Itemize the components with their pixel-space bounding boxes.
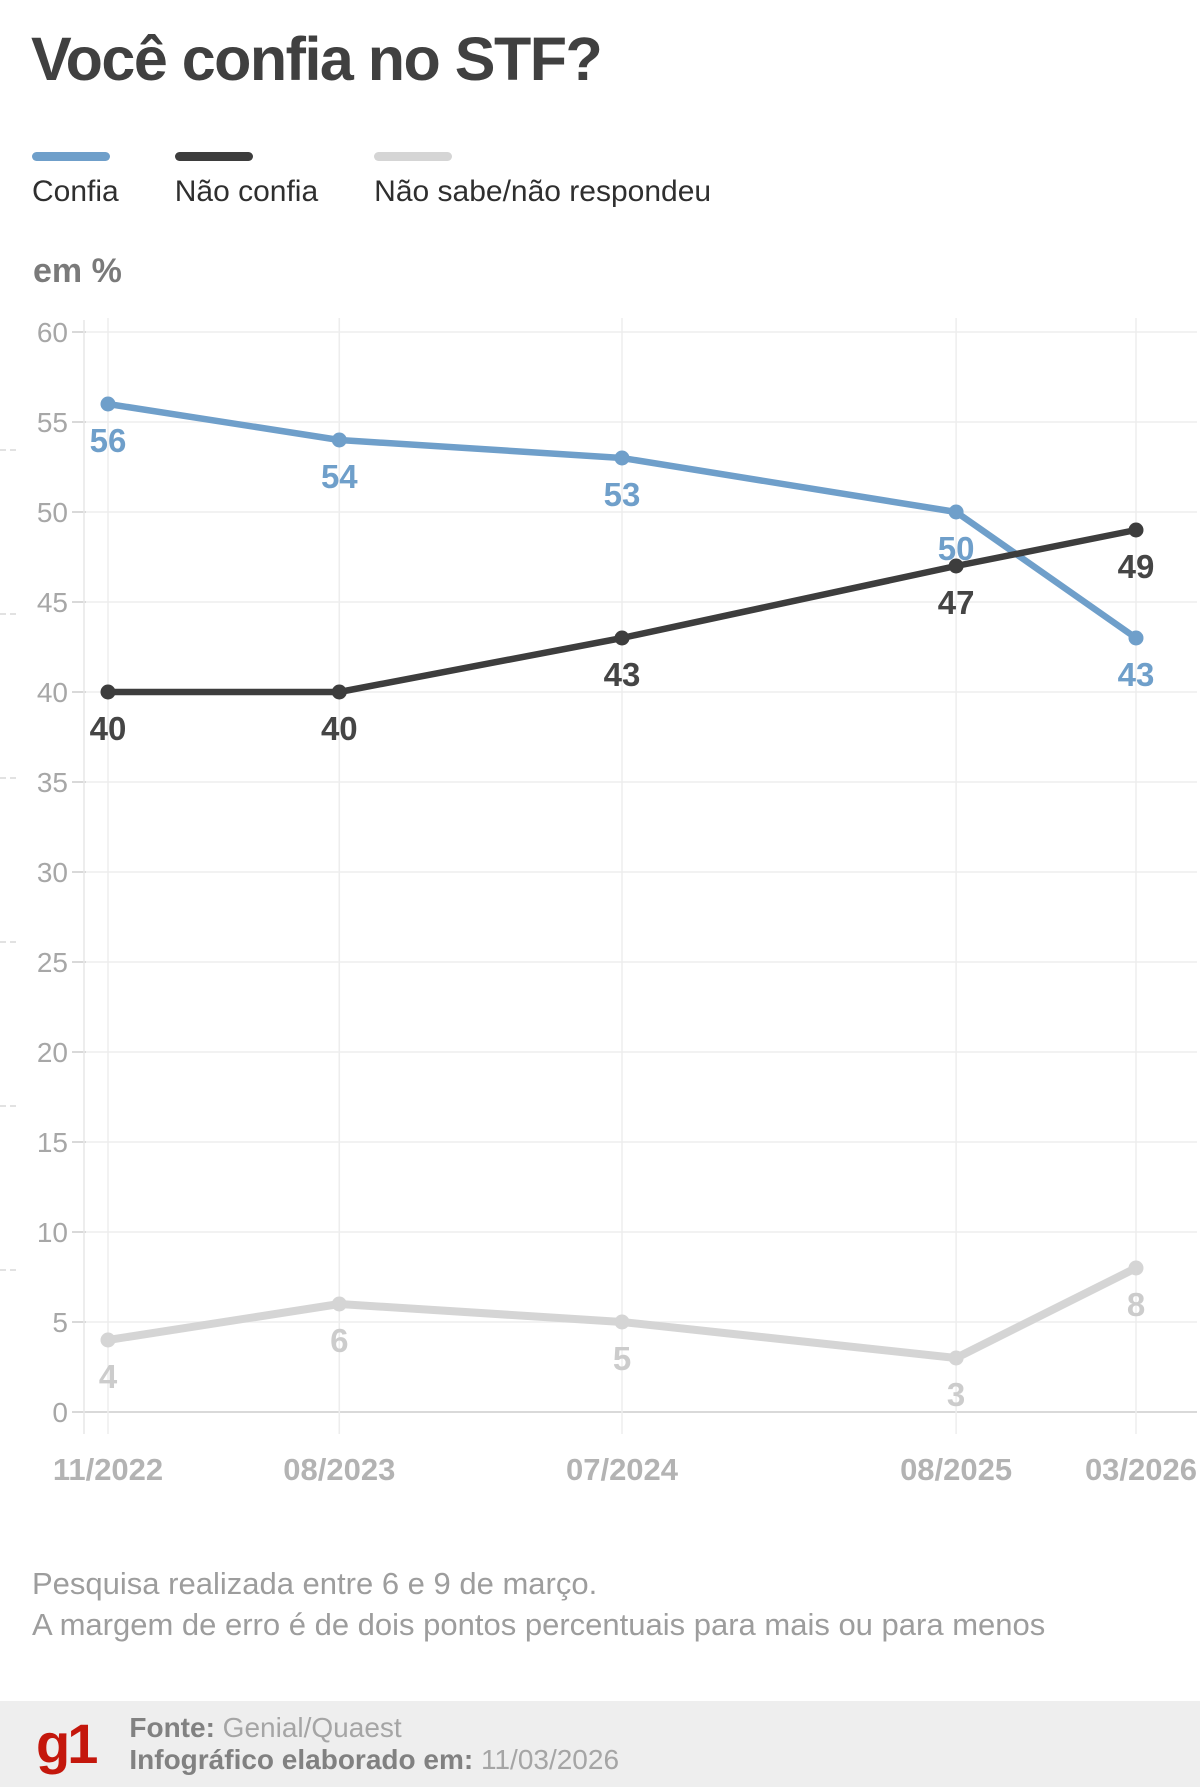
data-point [100, 684, 116, 700]
legend-label: Não sabe/não respondeu [374, 175, 712, 208]
data-label: 47 [938, 584, 975, 621]
made-date: 11/03/2026 [480, 1744, 620, 1775]
data-label: 3 [947, 1376, 965, 1413]
data-point [1128, 630, 1144, 646]
y-tick-label: 40 [37, 677, 68, 708]
x-axis-label: 07/2024 [566, 1452, 679, 1487]
footnotes: Pesquisa realizada entre 6 e 9 de março.… [32, 1563, 1045, 1645]
y-tick-label: 0 [52, 1397, 68, 1428]
x-axis-label: 08/2025 [900, 1452, 1012, 1487]
y-tick-label: 20 [37, 1037, 68, 1068]
y-tick-label: 15 [37, 1127, 68, 1158]
chart-legend: Confia Não confia Não sabe/não respondeu [32, 152, 711, 209]
legend-label: Não confia [174, 175, 319, 208]
legend-label: Confia [32, 175, 119, 208]
data-point [614, 1314, 630, 1330]
x-axis-label: 08/2023 [283, 1452, 395, 1487]
data-label: 56 [90, 422, 127, 459]
y-tick-label: 25 [37, 947, 68, 978]
data-point [614, 450, 630, 466]
data-point [614, 630, 630, 646]
data-point [100, 396, 116, 412]
y-tick-label: 60 [37, 317, 68, 348]
data-label: 43 [1118, 656, 1155, 693]
legend-swatch-nao-sabe [374, 152, 453, 161]
y-tick-label: 35 [37, 767, 68, 798]
data-label: 40 [90, 710, 127, 747]
legend-item-nao-confia: Não confia [174, 152, 319, 209]
data-label: 6 [330, 1322, 348, 1359]
source-label: Fonte: [129, 1712, 215, 1743]
footnote-line: A margem de erro é de dois pontos percen… [32, 1607, 1046, 1642]
x-axis-label: 03/2026 [1085, 1452, 1197, 1487]
data-point [331, 432, 347, 448]
data-point [948, 558, 964, 574]
y-tick-label: 10 [37, 1217, 68, 1248]
data-label: 8 [1127, 1286, 1145, 1323]
data-point [100, 1332, 116, 1348]
legend-item-nao-sabe: Não sabe/não respondeu [374, 152, 711, 209]
data-label: 40 [321, 710, 358, 747]
data-label: 54 [321, 458, 358, 495]
legend-swatch-confia [32, 152, 110, 161]
footnote-line: Pesquisa realizada entre 6 e 9 de março. [32, 1566, 598, 1601]
data-point [948, 504, 964, 520]
y-axis-unit-label: em % [33, 252, 122, 290]
data-point [331, 1296, 347, 1312]
y-tick-label: 5 [52, 1307, 68, 1338]
y-tick-label: 30 [37, 857, 68, 888]
data-point [948, 1350, 964, 1366]
data-point [1128, 1260, 1144, 1276]
legend-swatch-nao-confia [174, 152, 253, 161]
y-tick-label: 50 [37, 497, 68, 528]
x-axis-label: 11/2022 [53, 1452, 163, 1487]
data-label: 53 [604, 476, 641, 513]
footer-credits: Fonte: Genial/Quaest Infográfico elabora… [129, 1712, 619, 1776]
source-value: Genial/Quaest [222, 1712, 402, 1743]
g1-logo: g1 [36, 1712, 98, 1775]
footer-bar: g1 Fonte: Genial/Quaest Infográfico elab… [0, 1701, 1200, 1787]
data-label: 4 [99, 1358, 118, 1395]
data-point [331, 684, 347, 700]
data-label: 49 [1118, 548, 1155, 585]
y-tick-label: 45 [37, 587, 68, 618]
data-label: 43 [604, 656, 641, 693]
made-label: Infográfico elaborado em: [129, 1744, 474, 1775]
page-title: Você confia no STF? [31, 25, 603, 93]
y-tick-label: 55 [37, 407, 68, 438]
data-label: 5 [613, 1340, 631, 1377]
data-point [1128, 522, 1144, 538]
legend-item-confia: Confia [32, 152, 119, 209]
